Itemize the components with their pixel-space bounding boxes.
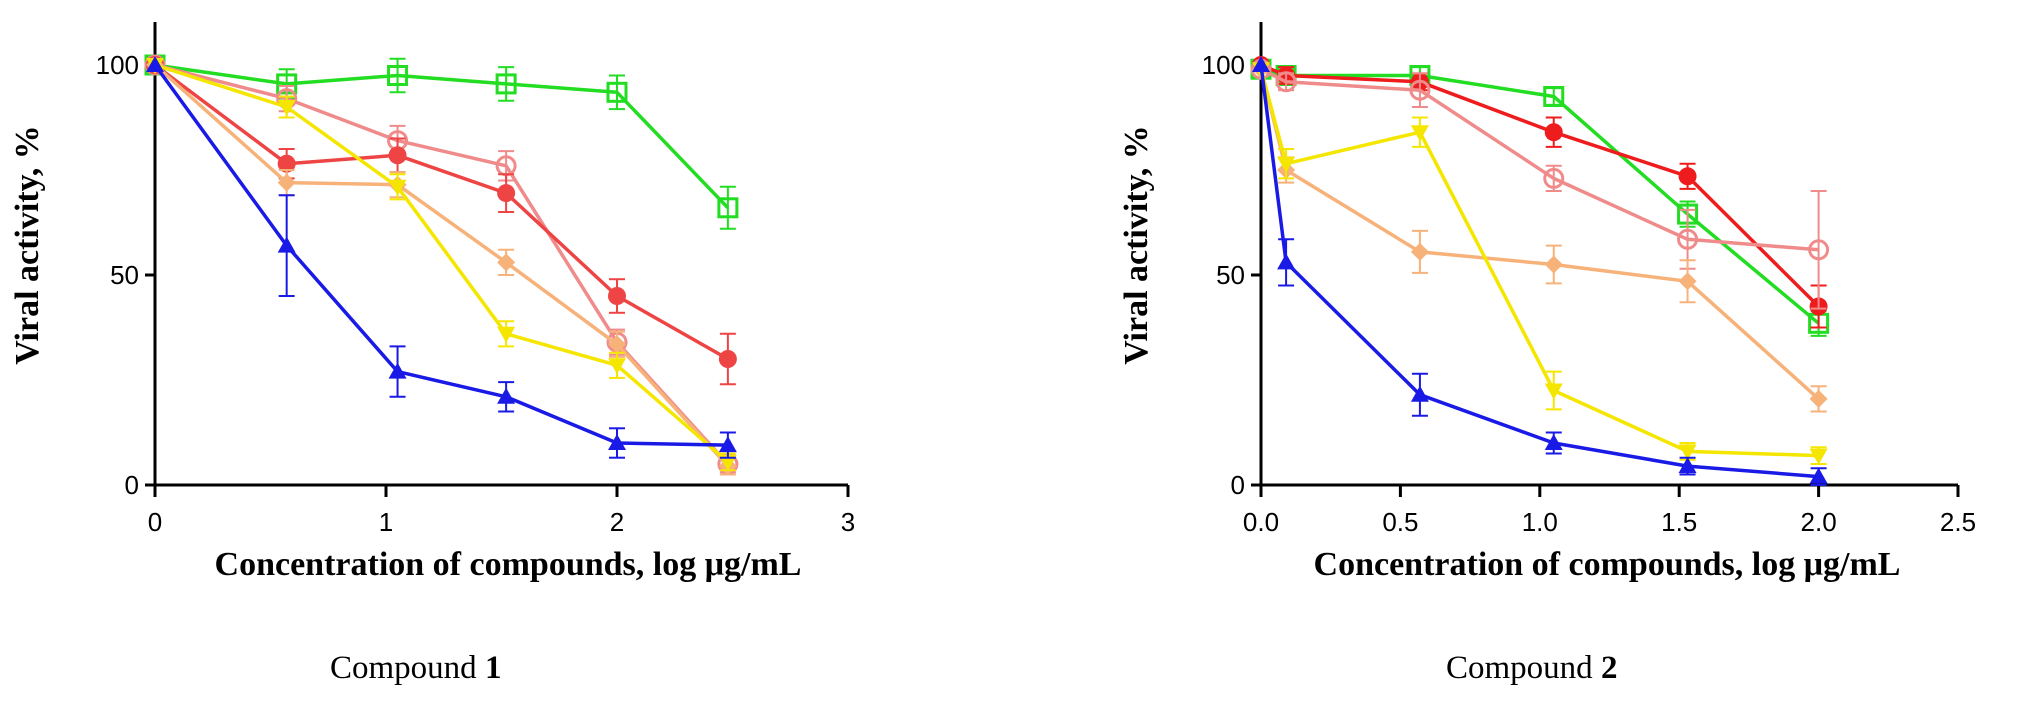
x-tick-label: 0.5 bbox=[1382, 507, 1418, 537]
series-line bbox=[153, 63, 730, 468]
data-point bbox=[1544, 123, 1563, 142]
data-point bbox=[608, 434, 626, 450]
x-tick-label: 2.5 bbox=[1940, 507, 1976, 537]
series-line bbox=[1259, 64, 1819, 479]
data-point bbox=[1410, 385, 1429, 402]
series-red-filled-circle bbox=[1252, 56, 1828, 329]
data-point bbox=[606, 81, 628, 103]
y-tick-label: 0 bbox=[1231, 470, 1245, 500]
data-point bbox=[1678, 167, 1697, 186]
series-blue-up-triangle bbox=[1252, 56, 1828, 486]
series-pink-open-circle bbox=[1250, 58, 1830, 310]
data-point bbox=[608, 335, 626, 354]
data-point bbox=[1809, 389, 1828, 408]
series-line bbox=[153, 63, 729, 361]
series-green-open-square bbox=[1250, 58, 1830, 337]
series-line bbox=[154, 63, 730, 466]
data-point bbox=[1275, 71, 1297, 93]
data-point bbox=[1544, 434, 1563, 450]
data-point bbox=[387, 65, 409, 86]
series-blue-up-triangle bbox=[146, 56, 737, 459]
series-line bbox=[153, 63, 728, 447]
y-tick-label: 0 bbox=[125, 470, 139, 500]
caption-number: 1 bbox=[484, 650, 502, 686]
data-point bbox=[1410, 125, 1429, 142]
data-point bbox=[1410, 242, 1429, 261]
data-point bbox=[718, 454, 737, 471]
series-line bbox=[1259, 68, 1820, 401]
data-point bbox=[277, 173, 296, 192]
data-point bbox=[1277, 156, 1296, 173]
data-point bbox=[1277, 253, 1296, 270]
y-tick-label: 100 bbox=[96, 50, 139, 80]
y-tick-label: 100 bbox=[1202, 50, 1245, 80]
data-point bbox=[1543, 86, 1565, 107]
y-axis-title: Viral activity, % bbox=[9, 125, 46, 365]
x-tick-label: 2.0 bbox=[1801, 507, 1837, 537]
data-point bbox=[1678, 272, 1697, 291]
data-point bbox=[1543, 167, 1565, 189]
data-point bbox=[1252, 56, 1270, 72]
data-point bbox=[1677, 228, 1699, 250]
data-point bbox=[495, 73, 517, 95]
data-point bbox=[388, 146, 407, 165]
caption-text: Compound bbox=[330, 650, 477, 686]
series-yellow-down-triangle bbox=[146, 58, 737, 472]
caption-text: Compound bbox=[1446, 650, 1593, 686]
x-tick-label: 0.0 bbox=[1243, 507, 1279, 537]
x-tick-label: 1.5 bbox=[1661, 507, 1697, 537]
series-line bbox=[1259, 68, 1819, 458]
x-tick-label: 0 bbox=[148, 507, 162, 537]
data-point bbox=[277, 236, 296, 253]
series-line bbox=[154, 63, 730, 210]
chart-caption: Compound 1 bbox=[330, 650, 501, 687]
data-point bbox=[388, 179, 407, 196]
series-line bbox=[1260, 67, 1820, 325]
x-tick-label: 1 bbox=[379, 507, 393, 537]
y-tick-label: 50 bbox=[110, 260, 139, 290]
series-line bbox=[154, 63, 730, 464]
x-axis-title: Concentration of compounds, log μg/mL bbox=[1314, 546, 1901, 583]
data-point bbox=[1808, 239, 1830, 261]
data-point bbox=[1678, 444, 1697, 461]
series-red-filled-circle bbox=[146, 56, 737, 386]
series-orange-diamond bbox=[1252, 60, 1828, 413]
series-orange-diamond bbox=[146, 56, 737, 476]
x-tick-label: 3 bbox=[841, 507, 855, 537]
data-point bbox=[1409, 79, 1431, 101]
series-green-open-square bbox=[144, 54, 739, 230]
data-point bbox=[1809, 467, 1828, 484]
x-axis-title: Concentration of compounds, log μg/mL bbox=[215, 546, 802, 583]
data-point bbox=[146, 56, 164, 72]
series-line bbox=[1260, 67, 1819, 252]
x-tick-label: 2 bbox=[610, 507, 624, 537]
data-point bbox=[277, 154, 296, 173]
data-point bbox=[1678, 457, 1697, 474]
data-point bbox=[608, 358, 626, 375]
y-tick-label: 50 bbox=[1216, 260, 1245, 290]
data-point bbox=[277, 100, 296, 116]
chart-compound-1: 0 50 100 0 1 2 3 Concentration of compounds, lo… bbox=[9, 22, 855, 583]
caption-number: 2 bbox=[1600, 650, 1618, 686]
data-point bbox=[1544, 383, 1563, 400]
x-tick-label: 1.0 bbox=[1522, 507, 1558, 537]
chart-compound-2: 0 50 100 0.0 0.5 1.0 1.5 2.0 2.5 Concentration of… bbox=[1118, 22, 1976, 583]
data-point bbox=[1809, 448, 1828, 465]
data-point bbox=[718, 350, 737, 368]
y-axis-title: Viral activity, % bbox=[1118, 125, 1155, 365]
data-point bbox=[497, 326, 516, 343]
data-point bbox=[497, 387, 516, 404]
data-point bbox=[608, 287, 626, 305]
data-point bbox=[497, 253, 516, 272]
data-point bbox=[718, 436, 737, 453]
chart-caption: Compound 2 bbox=[1446, 650, 1617, 687]
chart-panel-compound-1: 0 50 100 0 1 2 3 Concentration of compounds, lo… bbox=[9, 22, 855, 687]
chart-panel-compound-2: 0 50 100 0.0 0.5 1.0 1.5 2.0 2.5 Concentration of… bbox=[1010, 0, 2020, 713]
data-point bbox=[497, 184, 516, 203]
data-point bbox=[1544, 255, 1563, 274]
series-line bbox=[1260, 63, 1820, 308]
series-pink-open-circle bbox=[144, 54, 739, 475]
data-point bbox=[717, 197, 739, 219]
data-point bbox=[388, 362, 407, 379]
